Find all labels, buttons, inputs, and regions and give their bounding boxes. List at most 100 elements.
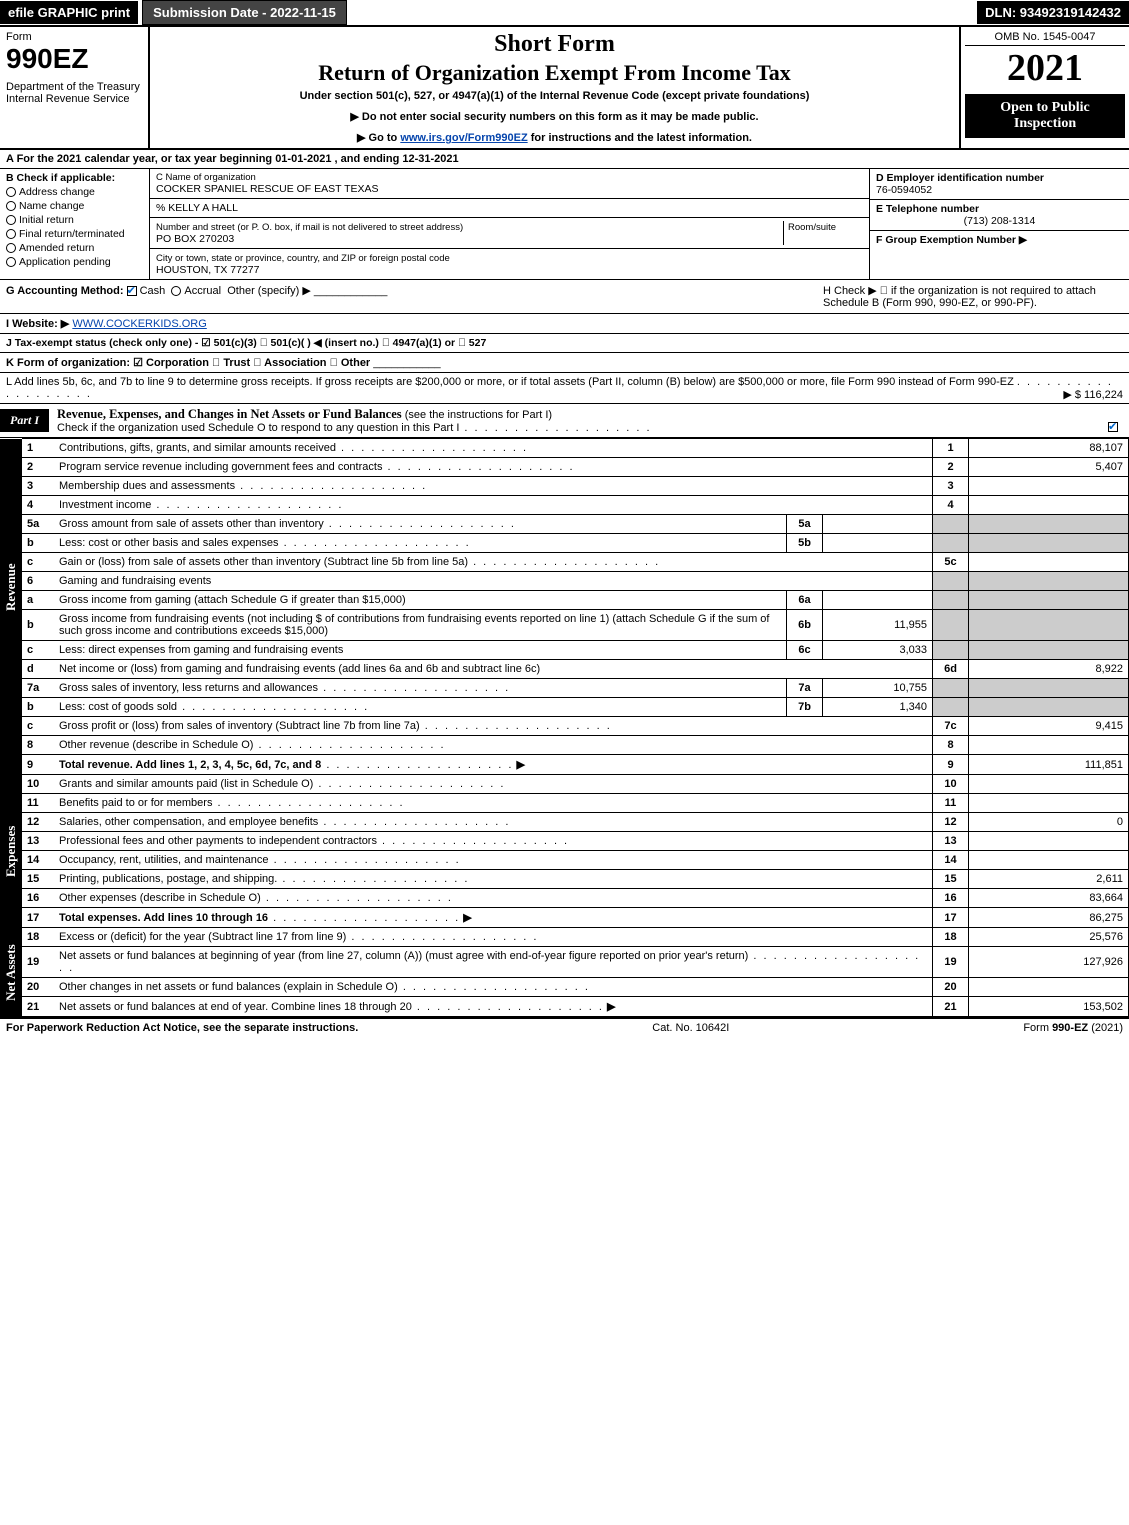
l7c-num: c xyxy=(22,717,54,736)
e-label: E Telephone number xyxy=(876,203,979,215)
l5b-mn: 5b xyxy=(787,534,823,553)
chk-final-return[interactable]: Final return/terminated xyxy=(6,228,143,240)
l3-rnum: 3 xyxy=(933,477,969,496)
l10-num: 10 xyxy=(22,775,54,794)
l11-desc: Benefits paid to or for members xyxy=(59,797,212,809)
part-i-tab: Part I xyxy=(0,409,49,432)
chk-name-change-label: Name change xyxy=(19,200,84,212)
chk-address-change-label: Address change xyxy=(19,186,95,198)
goto-link[interactable]: www.irs.gov/Form990EZ xyxy=(400,132,527,144)
l6d-val: 8,922 xyxy=(969,660,1129,679)
chk-application-pending[interactable]: Application pending xyxy=(6,256,143,268)
netassets-side-label: Net Assets xyxy=(0,928,22,1017)
l2-val: 5,407 xyxy=(969,458,1129,477)
l10-val xyxy=(969,775,1129,794)
l12-rnum: 12 xyxy=(933,813,969,832)
c-care-of: % KELLY A HALL xyxy=(156,202,863,214)
chk-name-change[interactable]: Name change xyxy=(6,200,143,212)
l6c-num: c xyxy=(22,641,54,660)
chk-accrual[interactable] xyxy=(171,286,181,296)
l3-desc: Membership dues and assessments xyxy=(59,480,235,492)
l6d-num: d xyxy=(22,660,54,679)
efile-label: efile GRAPHIC print xyxy=(0,1,138,24)
l5a-shade xyxy=(933,515,969,534)
l4-rnum: 4 xyxy=(933,496,969,515)
i-label: I Website: ▶ xyxy=(6,318,69,330)
department: Department of the Treasury Internal Reve… xyxy=(6,81,142,105)
part-i-title: Revenue, Expenses, and Changes in Net As… xyxy=(57,407,405,421)
l16-desc: Other expenses (describe in Schedule O) xyxy=(59,892,261,904)
l8-rnum: 8 xyxy=(933,736,969,755)
footer-left: For Paperwork Reduction Act Notice, see … xyxy=(6,1022,358,1034)
l9-rnum: 9 xyxy=(933,755,969,775)
c-org-name: COCKER SPANIEL RESCUE OF EAST TEXAS xyxy=(156,183,863,195)
c-room-label: Room/suite xyxy=(788,222,836,233)
l6-num: 6 xyxy=(22,572,54,591)
footer-right-pre: Form xyxy=(1023,1022,1052,1034)
l15-desc: Printing, publications, postage, and shi… xyxy=(59,873,277,885)
part-i-check[interactable] xyxy=(1108,422,1118,432)
l21-rnum: 21 xyxy=(933,997,969,1017)
l4-desc: Investment income xyxy=(59,499,151,511)
l13-val xyxy=(969,832,1129,851)
l17-num: 17 xyxy=(22,908,54,928)
l20-val xyxy=(969,978,1129,997)
l19-desc: Net assets or fund balances at beginning… xyxy=(59,950,748,962)
website-link[interactable]: WWW.COCKERKIDS.ORG xyxy=(72,318,206,330)
f-label: F Group Exemption Number ▶ xyxy=(876,234,1027,246)
row-gh: G Accounting Method: Cash Accrual Other … xyxy=(0,280,1129,314)
l7c-desc: Gross profit or (loss) from sales of inv… xyxy=(59,720,420,732)
c-city: HOUSTON, TX 77277 xyxy=(156,264,863,276)
l18-num: 18 xyxy=(22,928,54,947)
chk-cash[interactable] xyxy=(127,286,137,296)
l13-num: 13 xyxy=(22,832,54,851)
l1-num: 1 xyxy=(22,439,54,458)
l6b-mn: 6b xyxy=(787,610,823,641)
l10-rnum: 10 xyxy=(933,775,969,794)
row-a-tax-year: A For the 2021 calendar year, or tax yea… xyxy=(0,150,1129,169)
l10-desc: Grants and similar amounts paid (list in… xyxy=(59,778,313,790)
l9-desc: Total revenue. Add lines 1, 2, 3, 4, 5c,… xyxy=(59,759,321,771)
l14-rnum: 14 xyxy=(933,851,969,870)
chk-initial-return-label: Initial return xyxy=(19,214,74,226)
l4-num: 4 xyxy=(22,496,54,515)
l18-val: 25,576 xyxy=(969,928,1129,947)
footer-right: Form 990-EZ (2021) xyxy=(1023,1022,1123,1034)
goto-line: ▶ Go to www.irs.gov/Form990EZ for instru… xyxy=(156,131,953,144)
l8-num: 8 xyxy=(22,736,54,755)
l17-desc: Total expenses. Add lines 10 through 16 xyxy=(59,912,268,924)
g-other: Other (specify) ▶ xyxy=(227,285,311,297)
l5c-num: c xyxy=(22,553,54,572)
g-label: G Accounting Method: xyxy=(6,285,124,297)
l6a-num: a xyxy=(22,591,54,610)
row-l-gross-receipts: L Add lines 5b, 6c, and 7b to line 9 to … xyxy=(0,373,1129,404)
l7a-mv: 10,755 xyxy=(823,679,933,698)
l6-desc: Gaming and fundraising events xyxy=(59,575,211,587)
col-c-org-info: C Name of organization COCKER SPANIEL RE… xyxy=(150,169,869,279)
g-accrual: Accrual xyxy=(184,285,221,297)
l19-val: 127,926 xyxy=(969,947,1129,978)
l17-rnum: 17 xyxy=(933,908,969,928)
l1-desc: Contributions, gifts, grants, and simila… xyxy=(59,442,336,454)
l16-val: 83,664 xyxy=(969,889,1129,908)
l7b-num: b xyxy=(22,698,54,717)
goto-post: for instructions and the latest informat… xyxy=(528,132,752,144)
l13-desc: Professional fees and other payments to … xyxy=(59,835,377,847)
chk-address-change[interactable]: Address change xyxy=(6,186,143,198)
l-text: L Add lines 5b, 6c, and 7b to line 9 to … xyxy=(6,376,1014,388)
l12-val: 0 xyxy=(969,813,1129,832)
l2-desc: Program service revenue including govern… xyxy=(59,461,382,473)
chk-initial-return[interactable]: Initial return xyxy=(6,214,143,226)
l8-desc: Other revenue (describe in Schedule O) xyxy=(59,739,253,751)
expenses-side-label: Expenses xyxy=(0,775,22,928)
chk-amended-return[interactable]: Amended return xyxy=(6,242,143,254)
open-to-public: Open to Public Inspection xyxy=(965,94,1125,138)
l21-val: 153,502 xyxy=(969,997,1129,1017)
b-label: B Check if applicable: xyxy=(6,172,143,184)
l5c-desc: Gain or (loss) from sale of assets other… xyxy=(59,556,468,568)
under-section: Under section 501(c), 527, or 4947(a)(1)… xyxy=(156,90,953,102)
l20-desc: Other changes in net assets or fund bala… xyxy=(59,981,398,993)
c-street: PO BOX 270203 xyxy=(156,233,783,245)
l6d-desc: Net income or (loss) from gaming and fun… xyxy=(59,663,540,675)
part-i-paren: (see the instructions for Part I) xyxy=(405,409,552,421)
